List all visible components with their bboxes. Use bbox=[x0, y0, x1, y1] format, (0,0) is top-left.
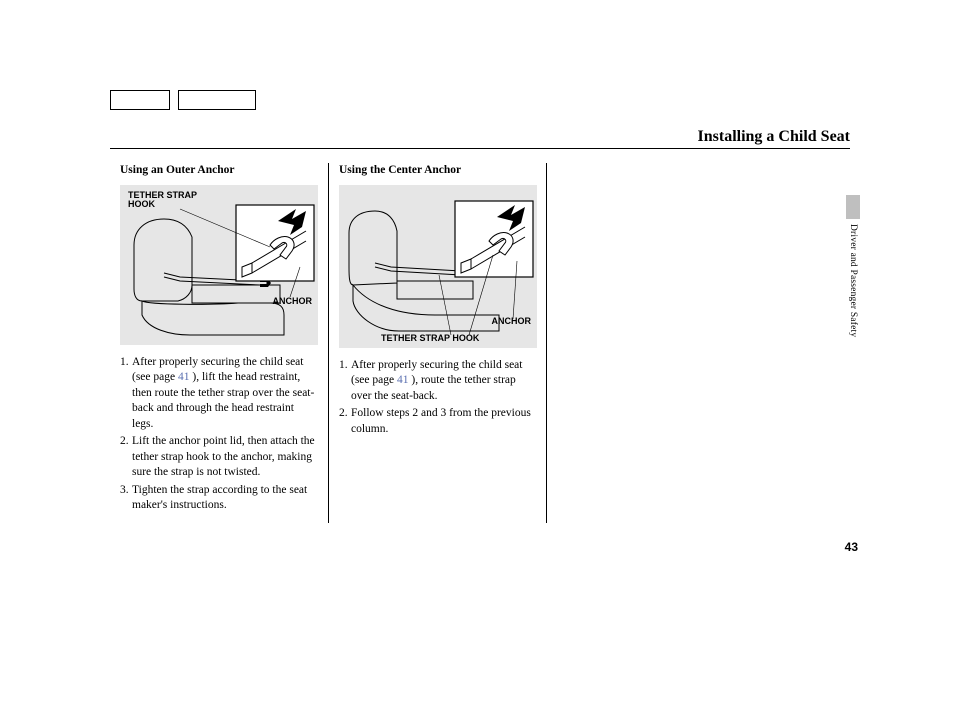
col2-step-1: After properly securing the child seat (… bbox=[339, 358, 536, 405]
nav-tabs bbox=[110, 90, 850, 110]
page-title: Installing a Child Seat bbox=[698, 128, 850, 145]
fig2-label-anchor: ANCHOR bbox=[492, 317, 532, 326]
figure-center-anchor: ANCHOR TETHER STRAP HOOK bbox=[339, 185, 537, 348]
nav-tab-1[interactable] bbox=[110, 90, 170, 110]
page-ref[interactable]: 41 bbox=[397, 374, 409, 386]
col2-steps: After properly securing the child seat (… bbox=[339, 358, 536, 438]
col1-steps: After properly securing the child seat (… bbox=[120, 355, 318, 514]
col1-step-3: Tighten the strap according to the seat … bbox=[120, 483, 318, 514]
col1-step-2: Lift the anchor point lid, then attach t… bbox=[120, 434, 318, 481]
column-center-anchor: Using the Center Anchor bbox=[328, 163, 546, 523]
section-label: Driver and Passenger Safety bbox=[848, 224, 858, 337]
column-empty bbox=[546, 163, 764, 523]
col1-heading: Using an Outer Anchor bbox=[120, 163, 318, 179]
title-row: Installing a Child Seat bbox=[110, 128, 850, 149]
fig1-label-hook: TETHER STRAPHOOK bbox=[128, 191, 197, 210]
fig2-label-hook: TETHER STRAP HOOK bbox=[381, 334, 479, 343]
figure-outer-anchor: TETHER STRAPHOOK ANCHOR bbox=[120, 185, 318, 345]
col2-heading: Using the Center Anchor bbox=[339, 163, 536, 179]
section-tab bbox=[846, 195, 860, 219]
columns: Using an Outer Anchor bbox=[110, 163, 850, 523]
page-content: Installing a Child Seat Using an Outer A… bbox=[110, 90, 850, 523]
page-number: 43 bbox=[845, 540, 858, 554]
fig1-label-anchor: ANCHOR bbox=[273, 297, 313, 306]
col1-step-1: After properly securing the child seat (… bbox=[120, 355, 318, 433]
nav-tab-2[interactable] bbox=[178, 90, 256, 110]
col2-step-2: Follow steps 2 and 3 from the previous c… bbox=[339, 406, 536, 437]
column-outer-anchor: Using an Outer Anchor bbox=[110, 163, 328, 523]
page-ref[interactable]: 41 bbox=[178, 371, 190, 383]
